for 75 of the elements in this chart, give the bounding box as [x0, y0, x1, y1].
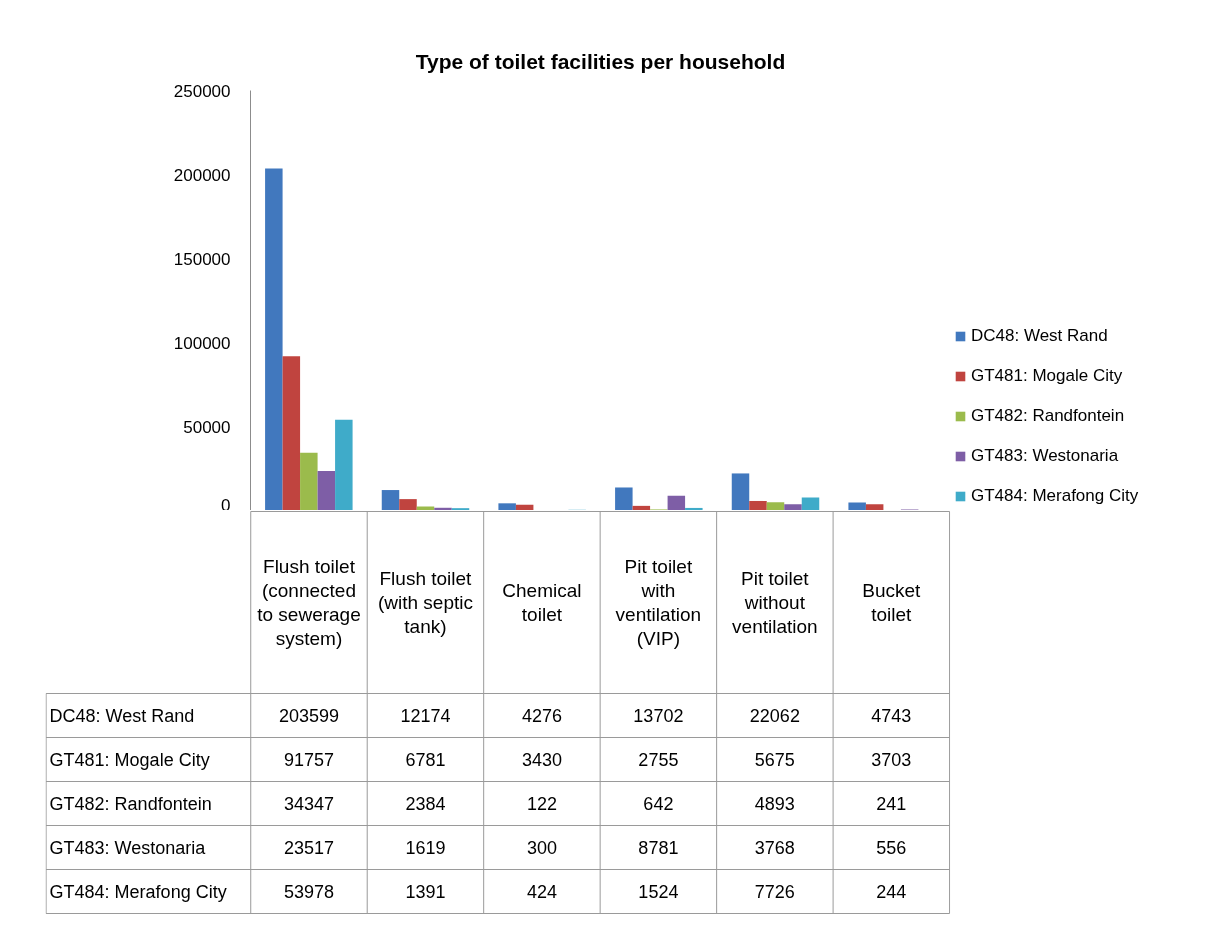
data-label: 5675: [754, 750, 795, 770]
data-label: 241: [876, 794, 907, 814]
data-label: 12174: [400, 706, 451, 726]
data-label: 1524: [638, 882, 679, 902]
legend-label: GT483: Westonaria: [971, 446, 1119, 466]
text: GT481: Mogale City: [49, 749, 210, 770]
x-tick-label: Flush toilet (connected to sewerage system): [257, 555, 361, 650]
data-label: 1391: [405, 882, 446, 902]
data-label: 203599: [278, 706, 340, 726]
chart-title: Type of toilet facilities per household: [415, 50, 786, 73]
data-label: 23517: [283, 838, 335, 858]
legend-label: GT482: Randfontein: [971, 406, 1125, 426]
data-label: 642: [643, 794, 674, 814]
bar: [399, 499, 417, 510]
bar: [784, 504, 802, 510]
data-label: 13702: [633, 706, 684, 726]
y-tick-label: 100000: [173, 333, 231, 353]
data-label: 3768: [754, 838, 795, 858]
data-label: 7726: [754, 882, 795, 902]
text: GT482: Randfontein: [49, 793, 212, 814]
bar: [865, 504, 884, 510]
data-label: 300: [526, 838, 557, 858]
bar: [632, 505, 651, 510]
data-label: 91757: [283, 750, 335, 770]
data-label: 4743: [871, 706, 912, 726]
legend-label: GT481: Mogale City: [971, 366, 1123, 386]
x-tick-label: Pit toilet with ventilation (VIP): [615, 555, 702, 650]
bar: [381, 490, 400, 510]
y-tick-label: 50000: [183, 417, 231, 437]
x-tick-label: Flush toilet (with septic tank): [377, 567, 473, 638]
legend-label: DC48: West Rand: [971, 326, 1108, 346]
bar: [685, 507, 703, 510]
bar: [766, 502, 785, 510]
text: DC48: West Rand: [49, 705, 195, 726]
data-label: 1619: [405, 838, 446, 858]
y-tick-label: 0: [221, 495, 231, 515]
data-label: 2755: [638, 750, 679, 770]
bar: [300, 452, 318, 510]
data-label: 34347: [283, 794, 335, 814]
bar: [848, 502, 866, 510]
data-label: 4276: [521, 706, 562, 726]
bar: [498, 503, 516, 510]
bar: [801, 497, 820, 510]
x-tick-label: Chemical toilet: [502, 579, 582, 626]
bar: [615, 487, 633, 510]
bar: [749, 500, 767, 510]
bar: [515, 504, 534, 510]
y-tick-label: 200000: [173, 165, 231, 185]
data-label: 8781: [638, 838, 679, 858]
bar: [434, 507, 452, 510]
data-label: 22062: [749, 706, 800, 726]
data-label: 3703: [871, 750, 912, 770]
text: GT484: Merafong City: [49, 881, 227, 902]
x-tick-label: Pit toilet without ventilation: [732, 567, 818, 638]
y-tick-label: 250000: [173, 81, 231, 101]
data-label: 53978: [283, 882, 335, 902]
data-label: 4893: [754, 794, 795, 814]
data-label: 122: [526, 794, 557, 814]
data-label: 424: [526, 882, 557, 902]
x-tick-label: Bucket toilet: [862, 579, 922, 626]
bar: [667, 495, 686, 510]
bar: [335, 419, 353, 510]
bar: [282, 356, 301, 510]
data-label: 556: [876, 838, 907, 858]
legend-label: GT484: Merafong City: [971, 486, 1139, 506]
data-label: 3430: [521, 750, 562, 770]
y-tick-label: 150000: [173, 249, 231, 269]
data-label: 244: [876, 882, 907, 902]
bar: [416, 506, 435, 510]
text: GT483: Westonaria: [49, 837, 206, 858]
data-label: 6781: [405, 750, 446, 770]
bar: [265, 168, 283, 510]
data-label: 2384: [405, 794, 446, 814]
bar: [731, 473, 750, 510]
bar: [317, 470, 336, 510]
